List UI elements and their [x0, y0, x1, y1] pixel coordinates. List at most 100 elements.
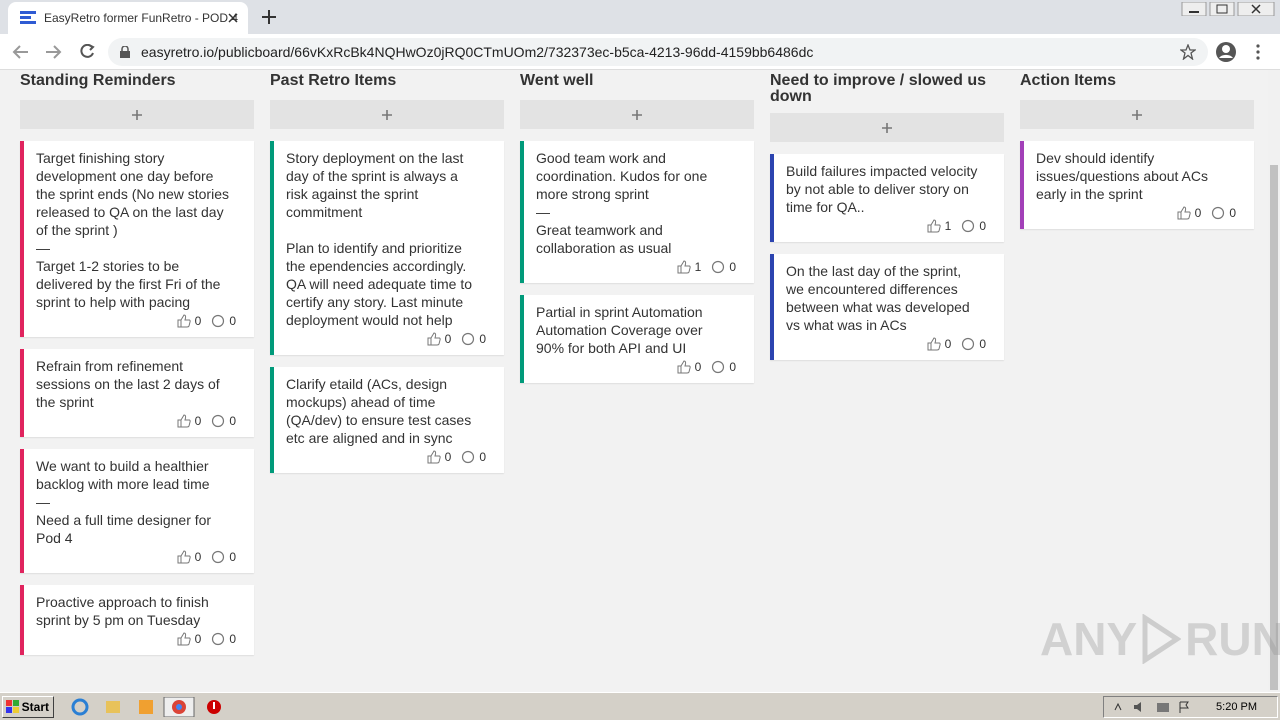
card: Story deployment on the last day of the …: [270, 141, 504, 355]
card: Partial in sprint Automation Automation …: [520, 295, 754, 383]
column-title: Past Retro Items: [270, 72, 397, 89]
card: Dev should identify issues/questions abo…: [1020, 141, 1254, 229]
like-icon[interactable]: [927, 337, 941, 351]
plus-icon: [1132, 109, 1142, 120]
card-paragraph: Proactive approach to finish sprint by 5…: [36, 593, 232, 629]
comment-shape: [212, 414, 225, 428]
like-count: 0: [194, 632, 202, 646]
comment-icon[interactable]: [211, 414, 225, 428]
comment-shape: [462, 332, 475, 346]
card: We want to build a healthier backlog wit…: [20, 449, 254, 573]
start-button[interactable]: Start: [2, 696, 54, 718]
watermark-logo: [1142, 614, 1182, 664]
plus-shape: [382, 109, 392, 120]
add-card-button[interactable]: [270, 100, 504, 129]
comment-count: 0: [729, 360, 736, 374]
card-paragraph: Story deployment on the last day of the …: [286, 149, 482, 221]
comment-count: 0: [979, 219, 986, 233]
comment-icon[interactable]: [211, 632, 225, 646]
comment-shape: [462, 450, 475, 464]
card-text: Build failures impacted velocity by not …: [786, 163, 978, 215]
like-icon[interactable]: [177, 632, 191, 646]
card-paragraph: Dev should identify issues/questions abo…: [1036, 149, 1232, 203]
like-icon[interactable]: [177, 414, 191, 428]
tab-strip: EasyRetro former FunRetro - POD 4: [0, 0, 1280, 34]
like-shape: [677, 360, 691, 374]
start-label: Start: [21, 700, 49, 714]
like-shape: [177, 632, 191, 646]
add-card-button[interactable]: [1020, 100, 1254, 129]
card-text: We want to build a healthier backlog wit…: [36, 458, 210, 492]
like-count: 0: [1194, 206, 1202, 220]
quick-launch[interactable]: [70, 697, 230, 717]
comment-icon[interactable]: [711, 260, 725, 274]
comment-icon[interactable]: [461, 450, 475, 464]
like-shape: [927, 219, 941, 233]
like-icon[interactable]: [677, 260, 691, 274]
menu-icon[interactable]: [1256, 44, 1260, 60]
like-count: 0: [694, 360, 702, 374]
card: Clarify etaild (ACs, design mockups) ahe…: [270, 367, 504, 473]
window-controls[interactable]: [1180, 2, 1276, 16]
comment-shape: [962, 337, 975, 351]
like-shape: [927, 337, 941, 351]
bookmark-star[interactable]: [1180, 44, 1196, 60]
plus-shape: [132, 109, 142, 120]
url-bar[interactable]: easyretro.io/publicboard/66vKxRcBk4NQHwO…: [108, 38, 1208, 66]
card-text: Good team work and coordination. Kudos f…: [536, 150, 708, 202]
comment-count: 0: [229, 632, 236, 646]
watermark-left: ANY: [1040, 613, 1138, 665]
like-icon[interactable]: [927, 219, 941, 233]
plus-icon: [632, 109, 642, 120]
comment-count: 0: [479, 332, 486, 346]
card: Good team work and coordination. Kudos f…: [520, 141, 754, 283]
tab-close[interactable]: [228, 13, 238, 23]
like-shape: [427, 332, 441, 346]
like-icon[interactable]: [177, 550, 191, 564]
like-icon[interactable]: [677, 360, 691, 374]
add-card-button[interactable]: [770, 113, 1004, 142]
add-card-button[interactable]: [20, 100, 254, 129]
card-text: —: [36, 240, 50, 256]
column-title: Went well: [520, 72, 594, 89]
plus-icon: [132, 109, 142, 120]
column: Past Retro Items Story deployment on the …: [270, 72, 504, 473]
like-shape: [177, 314, 191, 328]
card-text: Target finishing story development one d…: [36, 150, 229, 238]
add-card-button[interactable]: [520, 100, 754, 129]
card: Target finishing story development one d…: [20, 141, 254, 337]
comment-count: 0: [229, 414, 236, 428]
like-icon[interactable]: [427, 450, 441, 464]
tray-icons[interactable]: [1112, 700, 1192, 714]
plus-shape: [632, 109, 642, 120]
card-text: Refrain from refinement sessions on the …: [36, 358, 220, 410]
comment-shape: [712, 260, 725, 274]
account-icon[interactable]: [1215, 41, 1237, 63]
like-count: 0: [944, 337, 952, 351]
card-text: Clarify etaild (ACs, design mockups) ahe…: [286, 376, 472, 446]
comment-icon[interactable]: [961, 337, 975, 351]
comment-icon[interactable]: [211, 314, 225, 328]
like-icon[interactable]: [427, 332, 441, 346]
scroll-thumb[interactable]: [1270, 165, 1278, 690]
comment-icon[interactable]: [711, 360, 725, 374]
card-text: On the last day of the sprint, we encoun…: [786, 263, 970, 333]
plus-shape: [882, 122, 892, 133]
like-icon[interactable]: [1177, 206, 1191, 220]
comment-icon[interactable]: [461, 332, 475, 346]
comment-shape: [712, 360, 725, 374]
comment-icon[interactable]: [211, 550, 225, 564]
comment-icon[interactable]: [1211, 206, 1225, 220]
comment-icon[interactable]: [961, 219, 975, 233]
nav-buttons[interactable]: [12, 44, 102, 60]
tab[interactable]: EasyRetro former FunRetro - POD 4: [8, 2, 248, 34]
new-tab[interactable]: [262, 10, 276, 24]
like-icon[interactable]: [177, 314, 191, 328]
